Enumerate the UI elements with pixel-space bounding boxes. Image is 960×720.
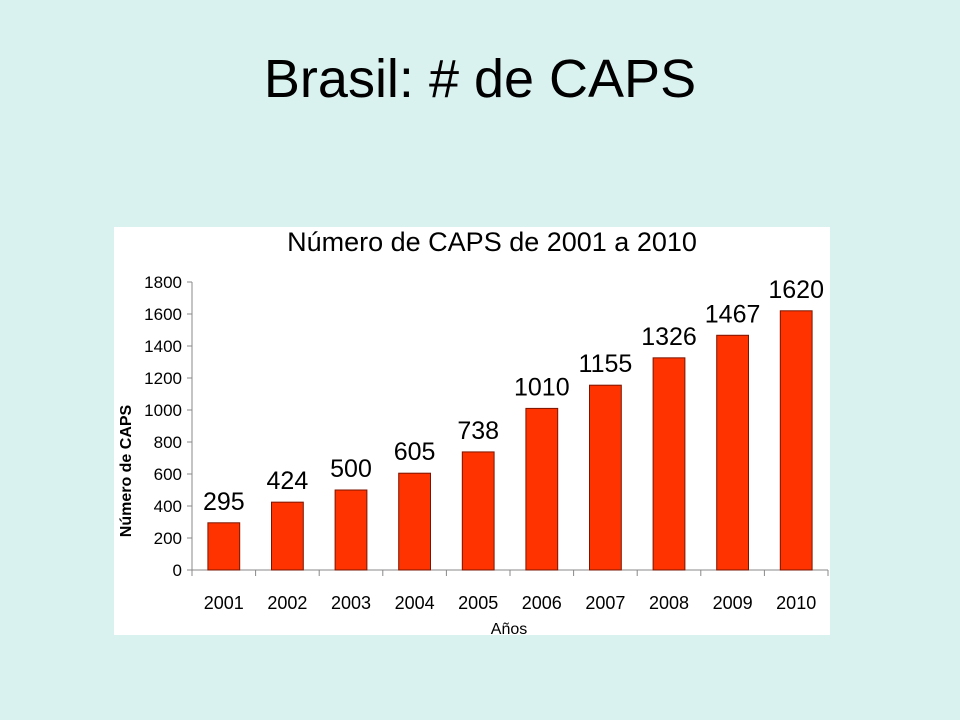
- x-axis-label: Años: [491, 621, 527, 635]
- x-tick-label: 2007: [585, 593, 625, 613]
- x-tick-label: 2002: [267, 593, 307, 613]
- data-label-2006: 1010: [514, 373, 570, 401]
- x-tick-label: 2010: [776, 593, 816, 613]
- bar-2010: [779, 310, 813, 571]
- y-tick-label: 1800: [144, 273, 182, 292]
- y-tick-label: 400: [154, 497, 182, 516]
- x-tick-label: 2006: [522, 593, 562, 613]
- y-tick-label: 1000: [144, 401, 182, 420]
- data-label-2009: 1467: [705, 300, 761, 328]
- y-tick-label: 1400: [144, 337, 182, 356]
- bars: [207, 310, 813, 571]
- data-label-2010: 1620: [768, 276, 824, 304]
- bar-2006: [525, 407, 559, 571]
- y-tick-label: 0: [173, 561, 182, 580]
- x-tick-label: 2005: [458, 593, 498, 613]
- y-axis-label: Número de CAPS: [118, 404, 135, 537]
- bar-chart: Número de CAPS de 2001 a 2010 Número de …: [118, 227, 829, 635]
- y-tick-label: 800: [154, 433, 182, 452]
- x-tick-label: 2008: [649, 593, 689, 613]
- slide-title: Brasil: # de CAPS: [263, 49, 697, 109]
- y-axis: 0 200 400 600 800 1000 1200 1400 1600 1800: [144, 273, 193, 580]
- x-tick-label: 2004: [395, 593, 435, 613]
- bar-2003: [334, 489, 368, 571]
- bar-2001: [207, 522, 241, 571]
- data-label-2003: 500: [330, 455, 372, 483]
- chart-title: Número de CAPS de 2001 a 2010: [287, 227, 697, 257]
- data-label-2008: 1326: [641, 323, 697, 351]
- x-tick-label: 2009: [713, 593, 753, 613]
- y-tick-label: 1600: [144, 305, 182, 324]
- x-tick-label: 2001: [204, 593, 244, 613]
- bar-2008: [652, 357, 686, 571]
- data-label-2007: 1155: [579, 350, 633, 378]
- data-label-2001: 295: [203, 488, 245, 516]
- data-label-2004: 605: [394, 438, 436, 466]
- bar-2007: [589, 384, 622, 571]
- x-axis: 2001 2002 2003 2004 2005 2006 2007 2008 2009 2010: [191, 569, 829, 613]
- data-label-2005: 738: [457, 417, 499, 445]
- y-tick-label: 1200: [144, 369, 182, 388]
- x-tick-label: 2003: [331, 593, 371, 613]
- data-label-2002: 424: [267, 467, 309, 495]
- y-tick-label: 600: [154, 465, 182, 484]
- chart-panel: Número de CAPS de 2001 a 2010 Número de …: [114, 227, 830, 635]
- bar-2004: [398, 472, 432, 571]
- bar-2002: [271, 501, 304, 571]
- y-tick-label: 200: [154, 529, 182, 548]
- bar-2009: [716, 334, 750, 571]
- bar-2005: [461, 451, 495, 571]
